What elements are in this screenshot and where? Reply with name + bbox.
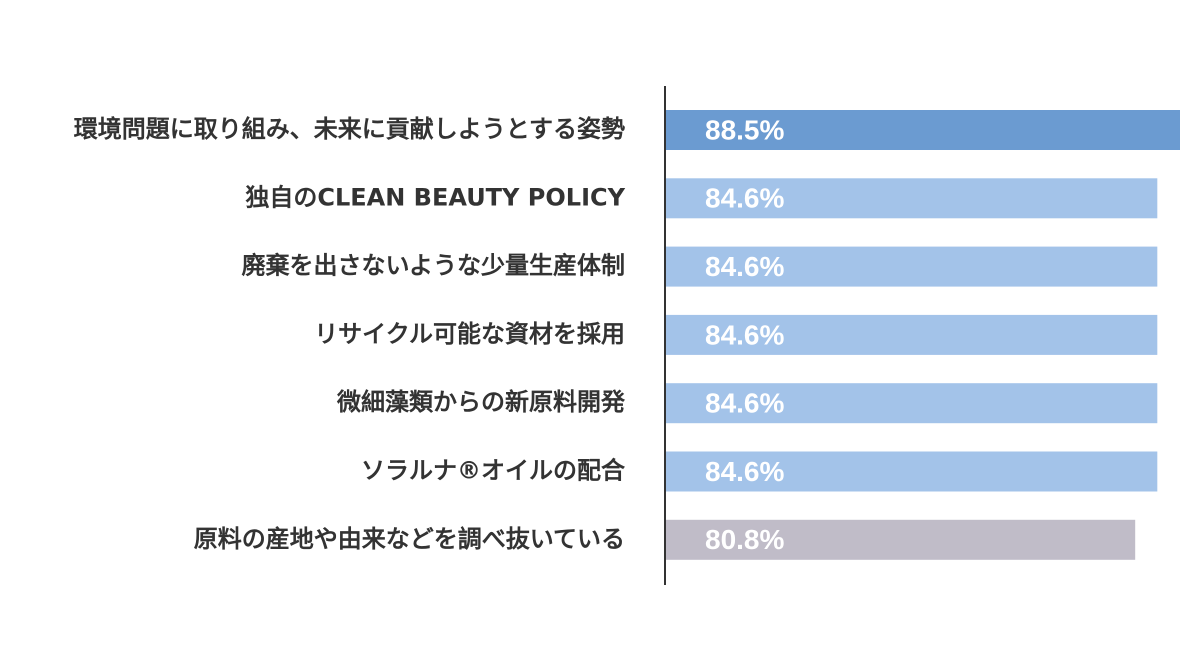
value-label: 88.5% [705, 114, 784, 145]
category-label: ソラルナ®オイルの配合 [361, 457, 626, 485]
value-label: 84.6% [705, 456, 784, 487]
value-label: 84.6% [705, 388, 784, 419]
category-label: 原料の産地や由来などを調べ抜いている [194, 525, 625, 553]
value-label: 84.6% [705, 251, 784, 282]
category-label: 廃棄を出さないような少量生産体制 [241, 252, 625, 280]
category-label: 環境問題に取り組み、未来に貢献しようとする姿勢 [74, 115, 625, 143]
bar [666, 314, 1158, 355]
bar [666, 110, 1180, 150]
category-label: 微細藻類からの新原料開発 [336, 388, 626, 416]
bar [666, 246, 1158, 287]
category-label: リサイクル可能な資材を採用 [314, 320, 625, 348]
bar [666, 519, 1136, 560]
bar [666, 178, 1158, 219]
bar [666, 451, 1158, 492]
category-label: 独自のCLEAN BEAUTY POLICY [245, 183, 625, 211]
value-label: 80.8% [705, 524, 784, 555]
value-label: 84.6% [705, 183, 784, 214]
value-label: 84.6% [705, 319, 784, 350]
bar [666, 383, 1158, 424]
